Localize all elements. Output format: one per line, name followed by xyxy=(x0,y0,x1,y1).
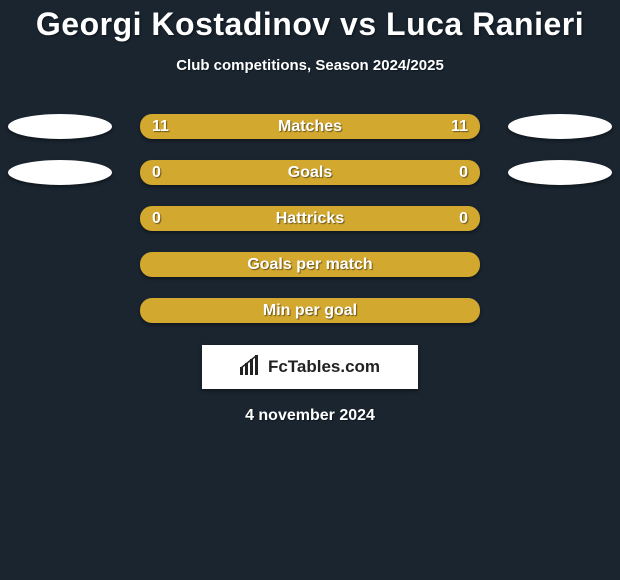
page-title: Georgi Kostadinov vs Luca Ranieri xyxy=(36,6,584,43)
stat-bar: 0 Hattricks 0 xyxy=(140,206,480,231)
stat-value-right: 0 xyxy=(459,164,468,182)
stat-bar: 0 Goals 0 xyxy=(140,160,480,185)
stat-label: Hattricks xyxy=(276,210,344,228)
stat-value-left: 0 xyxy=(152,164,161,182)
stat-bar: 11 Matches 11 xyxy=(140,114,480,139)
right-ellipse xyxy=(508,114,612,139)
right-ellipse xyxy=(508,160,612,185)
stat-value-left: 0 xyxy=(152,210,161,228)
stat-label: Goals xyxy=(288,164,332,182)
stat-row: 11 Matches 11 xyxy=(0,114,620,139)
left-ellipse xyxy=(8,114,112,139)
stat-rows: 11 Matches 11 0 Goals 0 0 Hattricks 0 Goals per m… xyxy=(0,114,620,323)
stat-label: Min per goal xyxy=(263,302,357,320)
stat-bar: Min per goal xyxy=(140,298,480,323)
stat-value-right: 0 xyxy=(459,210,468,228)
brand-box: FcTables.com xyxy=(202,345,418,389)
comparison-infographic: Georgi Kostadinov vs Luca Ranieri Club c… xyxy=(0,0,620,425)
brand-chart-icon xyxy=(240,355,262,380)
stat-label: Goals per match xyxy=(247,256,372,274)
brand-text: FcTables.com xyxy=(268,357,380,377)
stat-row: Goals per match xyxy=(0,252,620,277)
stat-row: Min per goal xyxy=(0,298,620,323)
stat-row: 0 Hattricks 0 xyxy=(0,206,620,231)
stat-row: 0 Goals 0 xyxy=(0,160,620,185)
left-ellipse xyxy=(8,160,112,185)
stat-value-right: 11 xyxy=(451,118,468,136)
date-text: 4 november 2024 xyxy=(245,407,375,425)
stat-bar: Goals per match xyxy=(140,252,480,277)
page-subtitle: Club competitions, Season 2024/2025 xyxy=(176,57,444,74)
stat-label: Matches xyxy=(278,118,342,136)
stat-value-left: 11 xyxy=(152,118,169,136)
